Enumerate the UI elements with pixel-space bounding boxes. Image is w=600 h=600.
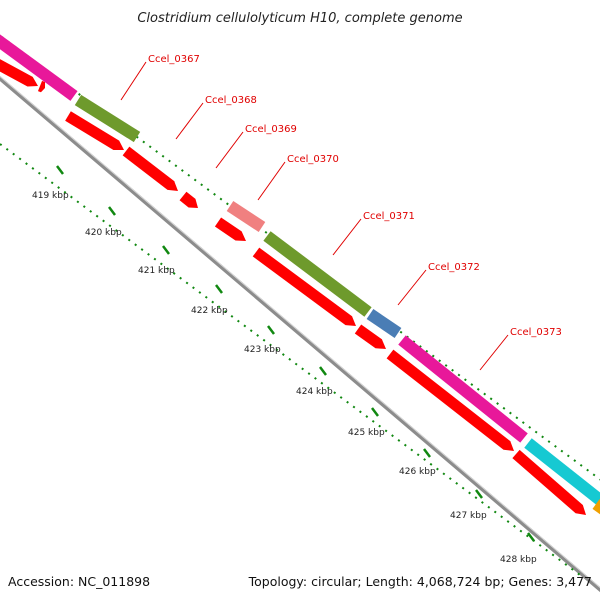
gene-label-0369: Ccel_0369 <box>245 124 297 135</box>
tick-labels: 419 kbp 420 kbp 421 kbp 422 kbp 423 kbp … <box>32 191 537 565</box>
leader-line-0368 <box>175 102 204 140</box>
major-tick <box>371 407 379 417</box>
cds-arrow-0370 <box>214 217 246 242</box>
major-tick <box>108 206 116 216</box>
map-title: Clostridium cellulolyticum H10, complete… <box>137 11 462 26</box>
tick-label-426: 426 kbp <box>399 467 436 477</box>
leader-line-0369 <box>215 131 244 169</box>
genome-backbone-highlight <box>0 75 600 589</box>
major-tick <box>267 325 275 335</box>
cog-segment-0375 <box>592 499 600 519</box>
leader-line-0371 <box>332 218 362 256</box>
cog-strip <box>0 31 600 519</box>
cog-segment-0367 <box>74 94 141 143</box>
cds-arrow-0369 <box>179 191 199 209</box>
major-tick <box>527 532 535 542</box>
cog-segment-0373 <box>398 335 528 443</box>
leader-line-0373 <box>479 334 509 371</box>
cog-segment-0374 <box>524 438 600 505</box>
cds-arrow-0374 <box>512 449 587 516</box>
gene-label-0368: Ccel_0368 <box>205 95 257 106</box>
gene-label-0367: Ccel_0367 <box>148 54 200 65</box>
cds-arrow-0366b <box>37 80 46 93</box>
accession-label: Accession: NC_011898 <box>8 574 150 589</box>
tick-label-428: 428 kbp <box>500 555 537 565</box>
major-tick <box>423 448 431 458</box>
inner-dotted-track <box>0 143 581 576</box>
tick-label-425: 425 kbp <box>348 428 385 438</box>
major-tick <box>475 489 483 499</box>
tick-label-422: 422 kbp <box>191 306 228 316</box>
gene-label-0370: Ccel_0370 <box>287 154 339 165</box>
cds-arrow-0373 <box>386 349 515 451</box>
gene-label-0372: Ccel_0372 <box>428 262 480 273</box>
tick-label-420: 420 kbp <box>85 228 122 238</box>
major-tick <box>319 366 327 376</box>
genome-backbone <box>0 75 600 593</box>
gene-label-0373: Ccel_0373 <box>510 327 562 338</box>
tick-label-427: 427 kbp <box>450 511 487 521</box>
major-tick <box>56 165 64 175</box>
gene-label-0371: Ccel_0371 <box>363 211 415 222</box>
leader-line-0372 <box>397 269 427 306</box>
leader-line-0367 <box>120 61 147 101</box>
tick-label-421: 421 kbp <box>138 266 175 276</box>
cds-arrow-0371 <box>252 247 356 327</box>
cds-arrow-0367 <box>65 111 125 151</box>
cds-strip <box>0 55 587 516</box>
gene-labels: Ccel_0367 Ccel_0368 Ccel_0369 Ccel_0370 … <box>120 54 562 371</box>
cds-arrow-0368 <box>122 146 179 192</box>
leader-line-0370 <box>257 161 286 201</box>
tick-label-423: 423 kbp <box>244 345 281 355</box>
inner-tick-track <box>0 143 581 576</box>
tick-label-419: 419 kbp <box>32 191 69 201</box>
tick-label-424: 424 kbp <box>296 387 333 397</box>
cog-segment-0370 <box>226 200 266 233</box>
major-tick <box>162 245 170 255</box>
outer-dotted-guide <box>0 34 600 481</box>
cog-segment-0366 <box>0 31 78 101</box>
cds-arrow-0372 <box>354 324 387 350</box>
cds-arrow-0366 <box>0 55 38 87</box>
cog-segment-0371 <box>263 231 372 317</box>
topology-summary: Topology: circular; Length: 4,068,724 bp… <box>248 574 592 589</box>
cog-segment-0372 <box>366 309 402 338</box>
major-tick <box>215 284 223 294</box>
